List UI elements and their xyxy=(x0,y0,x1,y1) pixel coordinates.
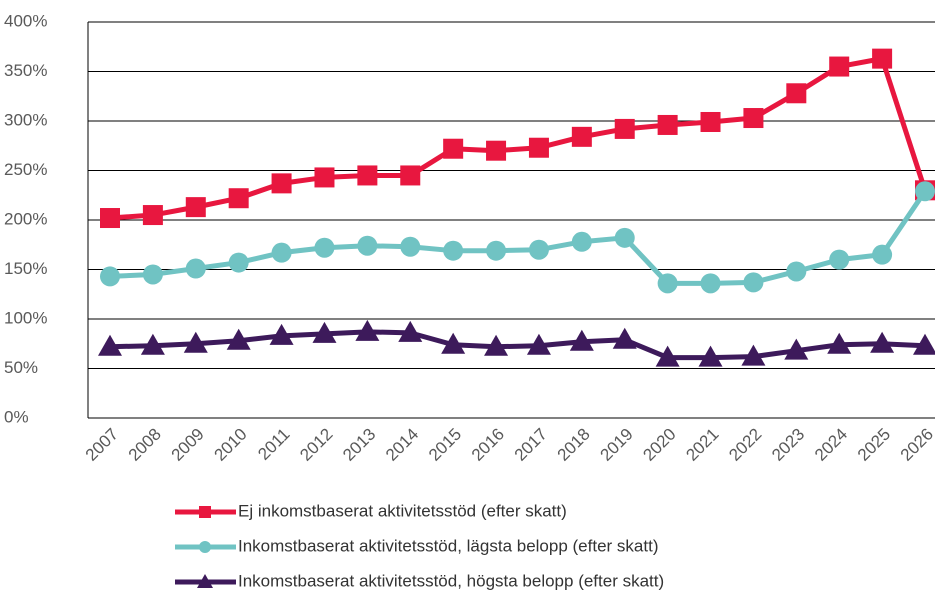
marker xyxy=(228,188,249,209)
marker xyxy=(657,273,678,294)
marker xyxy=(528,239,549,260)
marker xyxy=(569,329,594,351)
marker xyxy=(142,205,163,226)
x-tick-label: 2025 xyxy=(854,425,894,465)
x-tick-label: 2009 xyxy=(168,425,208,465)
marker xyxy=(657,114,678,135)
marker xyxy=(786,83,807,104)
marker xyxy=(829,249,850,270)
legend-marker xyxy=(199,541,211,553)
marker xyxy=(271,242,292,263)
marker xyxy=(140,333,165,355)
x-tick-label: 2013 xyxy=(339,425,379,465)
y-tick-label: 400% xyxy=(4,11,47,30)
marker xyxy=(357,165,378,186)
marker xyxy=(443,138,464,159)
marker xyxy=(142,264,163,285)
marker xyxy=(486,240,507,261)
y-tick-label: 250% xyxy=(4,160,47,179)
x-tick-label: 2010 xyxy=(211,425,251,465)
x-tick-label: 2015 xyxy=(425,425,465,465)
marker xyxy=(870,331,895,353)
x-tick-label: 2022 xyxy=(725,425,765,465)
marker xyxy=(700,111,721,132)
x-tick-label: 2012 xyxy=(296,425,336,465)
series xyxy=(100,181,935,294)
marker xyxy=(226,328,251,350)
y-tick-label: 350% xyxy=(4,61,47,80)
marker xyxy=(571,126,592,147)
marker xyxy=(314,237,335,258)
marker xyxy=(271,173,292,194)
y-tick-label: 200% xyxy=(4,209,47,228)
marker xyxy=(312,321,337,343)
x-tick-label: 2011 xyxy=(254,425,293,464)
marker xyxy=(185,197,206,218)
marker xyxy=(400,165,421,186)
legend-marker xyxy=(197,574,213,588)
x-tick-label: 2008 xyxy=(125,425,165,465)
marker xyxy=(355,319,380,341)
marker xyxy=(400,236,421,257)
y-tick-label: 100% xyxy=(4,308,47,327)
marker xyxy=(357,235,378,256)
marker xyxy=(441,332,466,354)
marker xyxy=(743,272,764,293)
x-tick-label: 2020 xyxy=(639,425,679,465)
x-tick-label: 2024 xyxy=(811,425,851,465)
legend-marker xyxy=(199,506,211,518)
marker xyxy=(915,181,935,202)
marker xyxy=(743,108,764,129)
marker xyxy=(98,334,122,356)
marker xyxy=(827,332,852,354)
marker xyxy=(872,48,893,69)
legend-label: Inkomstbaserat aktivitetsstöd, högsta be… xyxy=(238,571,664,590)
marker xyxy=(100,208,120,229)
marker xyxy=(614,118,635,139)
y-tick-label: 0% xyxy=(4,407,29,426)
legend-label: Inkomstbaserat aktivitetsstöd, lägsta be… xyxy=(238,536,658,555)
x-tick-label: 2019 xyxy=(597,425,637,465)
marker xyxy=(786,261,807,282)
x-tick-label: 2007 xyxy=(82,425,122,465)
marker xyxy=(614,227,635,248)
x-tick-label: 2016 xyxy=(468,425,508,465)
marker xyxy=(185,258,206,279)
x-tick-label: 2026 xyxy=(897,425,935,465)
marker xyxy=(314,167,335,188)
x-tick-label: 2018 xyxy=(554,425,594,465)
x-tick-label: 2023 xyxy=(768,425,808,465)
marker xyxy=(741,344,766,366)
marker xyxy=(526,333,551,355)
y-tick-label: 150% xyxy=(4,259,47,278)
marker xyxy=(443,240,464,261)
marker xyxy=(784,338,809,360)
marker xyxy=(398,320,423,342)
marker xyxy=(183,331,208,353)
marker xyxy=(829,56,850,77)
x-tick-label: 2021 xyxy=(682,425,722,465)
series xyxy=(98,319,935,367)
y-tick-label: 300% xyxy=(4,110,47,129)
series xyxy=(100,48,935,229)
x-tick-label: 2017 xyxy=(511,425,551,465)
marker xyxy=(872,244,893,265)
marker xyxy=(612,327,637,349)
marker xyxy=(100,266,120,287)
marker xyxy=(486,140,507,161)
marker xyxy=(913,333,935,355)
marker xyxy=(655,345,680,367)
x-tick-label: 2014 xyxy=(382,425,422,465)
marker xyxy=(269,323,294,345)
legend-label: Ej inkomstbaserat aktivitetsstöd (efter … xyxy=(238,501,567,520)
marker xyxy=(528,137,549,158)
y-tick-label: 50% xyxy=(4,358,38,377)
marker xyxy=(700,273,721,294)
marker xyxy=(698,345,723,367)
marker xyxy=(484,334,509,356)
marker xyxy=(228,252,249,273)
marker xyxy=(571,231,592,252)
